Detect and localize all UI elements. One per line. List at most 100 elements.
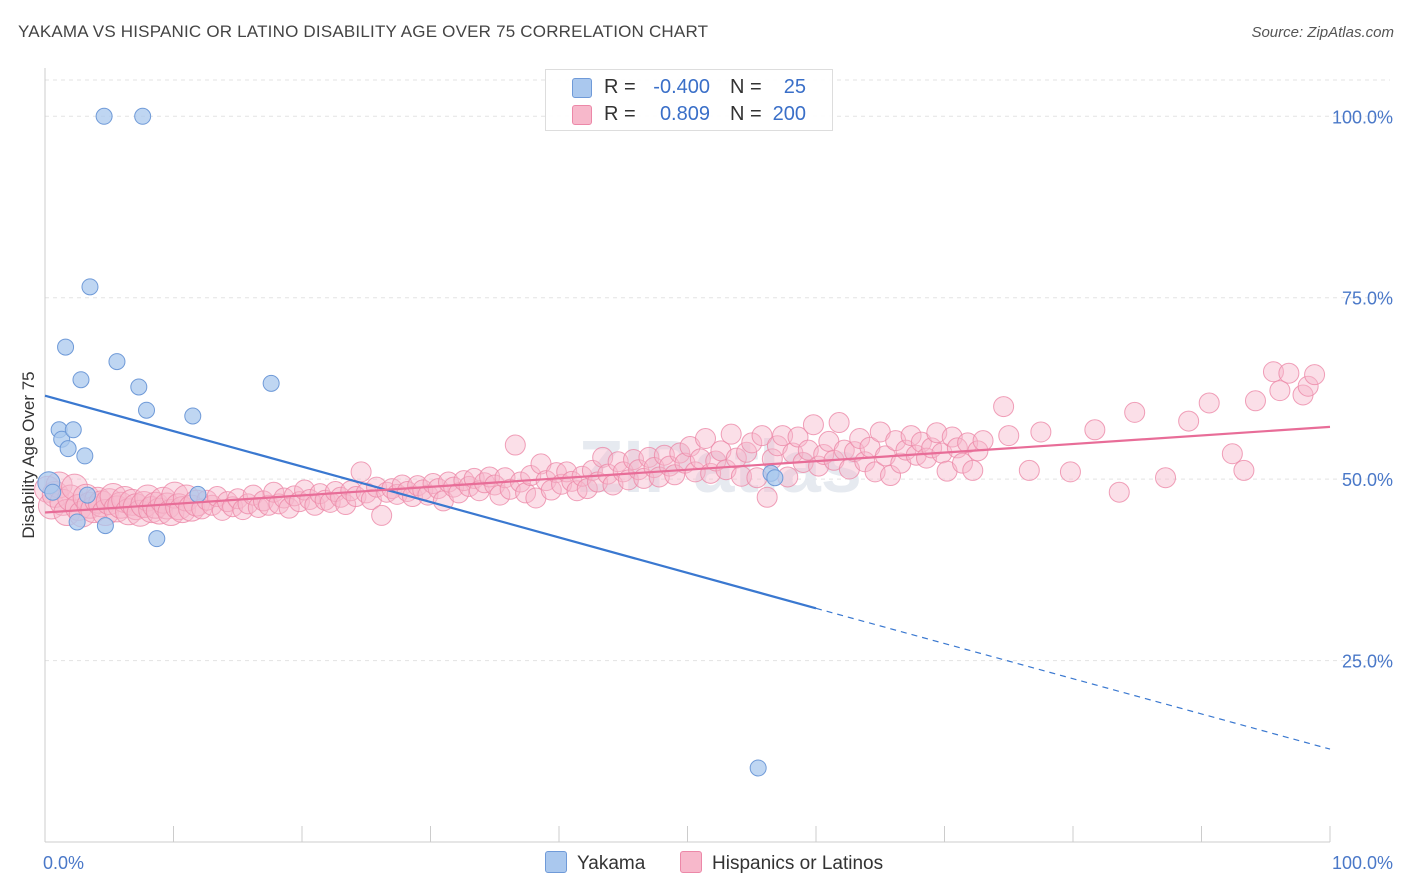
hispanic-point	[900, 425, 922, 447]
n-label: N =	[730, 76, 762, 98]
yakama-point	[749, 759, 767, 777]
hispanic-point	[772, 425, 794, 447]
hispanic-swatch	[572, 105, 592, 125]
hispanic-point	[993, 396, 1015, 418]
hispanic-point	[1304, 364, 1326, 386]
hispanic-point	[371, 504, 393, 526]
yakama-legend-swatch	[545, 851, 567, 873]
yakama-point	[95, 107, 113, 125]
hispanic-point	[751, 425, 773, 447]
hispanic-point	[1233, 459, 1255, 481]
hispanic-point	[222, 496, 244, 518]
trend-lines	[44, 394, 1331, 750]
hispanic-point	[242, 484, 264, 506]
hispanic-point	[1221, 443, 1243, 465]
yakama-legend-label: Yakama	[577, 853, 646, 874]
r-label: R =	[604, 103, 636, 125]
yakama-point	[57, 338, 75, 356]
hispanic-point	[1278, 362, 1300, 384]
hispanic-legend-label: Hispanics or Latinos	[712, 853, 884, 874]
hispanic-point	[540, 479, 562, 501]
hispanic-point	[161, 481, 189, 509]
yakama-point	[766, 469, 784, 487]
hispanic-point	[1198, 392, 1220, 414]
y-tick-label: 50.0%	[1342, 470, 1393, 490]
hispanic-point	[972, 430, 994, 452]
hispanic-point	[448, 482, 470, 504]
axes	[44, 68, 1331, 843]
yakama-point	[72, 371, 90, 389]
n-label: N =	[730, 103, 762, 125]
hispanic-point	[458, 475, 480, 497]
yakama-point	[134, 107, 152, 125]
yakama-point	[138, 401, 156, 419]
hispanic-point	[515, 482, 537, 504]
y-tick-label: 100.0%	[1332, 107, 1393, 127]
yakama-point	[78, 486, 96, 504]
chart-title: YAKAMA VS HISPANIC OR LATINO DISABILITY …	[18, 22, 709, 41]
yakama-trend-line	[44, 394, 817, 610]
yakama-trend-extension	[815, 607, 1331, 750]
yakama-point	[262, 374, 280, 392]
hispanic-point	[864, 461, 886, 483]
hispanic-point	[736, 441, 758, 463]
hispanic-point	[766, 435, 788, 457]
r-value: 0.809	[659, 103, 710, 125]
hispanic-point	[756, 486, 778, 508]
hispanic-point	[638, 446, 660, 468]
hispanic-point	[1269, 380, 1291, 402]
hispanic-point	[1178, 410, 1200, 432]
hispanic-point	[612, 461, 634, 483]
chart-source: Source: ZipAtlas.com	[1251, 24, 1394, 41]
hispanic-point	[504, 434, 526, 456]
hispanic-point	[1018, 459, 1040, 481]
hispanic-point	[951, 452, 973, 474]
hispanic-legend-swatch	[680, 851, 702, 873]
hispanic-point	[499, 478, 521, 500]
yakama-point	[76, 447, 94, 465]
grid-lines	[45, 79, 1390, 662]
hispanic-point	[427, 478, 449, 500]
yakama-point	[148, 530, 166, 548]
hispanic-trend-line	[44, 425, 1331, 514]
hispanic-point	[607, 451, 629, 473]
hispanic-point	[489, 484, 511, 506]
yakama-point	[189, 485, 207, 503]
hispanic-point	[828, 412, 850, 434]
hispanic-point	[350, 461, 372, 483]
yakama-point	[44, 483, 62, 501]
hispanic-point	[1297, 375, 1319, 397]
yakama-point	[68, 513, 86, 531]
r-value: -0.400	[653, 76, 710, 98]
r-label: R =	[604, 76, 636, 98]
hispanic-point	[669, 442, 691, 464]
y-axis-label: Disability Age Over 75	[19, 371, 38, 538]
hispanic-point	[910, 431, 932, 453]
n-value: 25	[783, 76, 806, 98]
hispanic-point	[684, 461, 706, 483]
hispanic-point	[880, 465, 902, 487]
yakama-point	[81, 278, 99, 296]
hispanic-point	[1108, 481, 1130, 503]
stats-legend: R = -0.400 N = 25 R = 0.809 N = 200	[545, 69, 833, 131]
yakama-point	[59, 440, 77, 458]
hispanic-point	[623, 449, 645, 471]
y-tick-label: 75.0%	[1342, 289, 1393, 309]
bottom-legend-yakama: Yakama	[545, 851, 645, 875]
yakama-point	[130, 378, 148, 396]
hispanic-point	[1262, 361, 1284, 383]
hispanic-point	[157, 499, 185, 527]
y-tick-label: 25.0%	[1342, 652, 1393, 672]
hispanic-point	[1124, 401, 1146, 423]
tick-labels: 25.0% 50.0% 75.0% 100.0% 0.0% 100.0%	[43, 107, 1393, 873]
yakama-swatch	[572, 78, 592, 98]
yakama-point	[108, 353, 126, 371]
legend-row-yakama: R = -0.400 N = 25	[546, 75, 832, 101]
hispanic-point	[1155, 467, 1177, 489]
hispanic-point	[1244, 390, 1266, 412]
hispanic-point	[319, 491, 341, 513]
hispanic-point	[998, 425, 1020, 447]
hispanic-point	[802, 414, 824, 436]
hispanic-point	[653, 444, 675, 466]
